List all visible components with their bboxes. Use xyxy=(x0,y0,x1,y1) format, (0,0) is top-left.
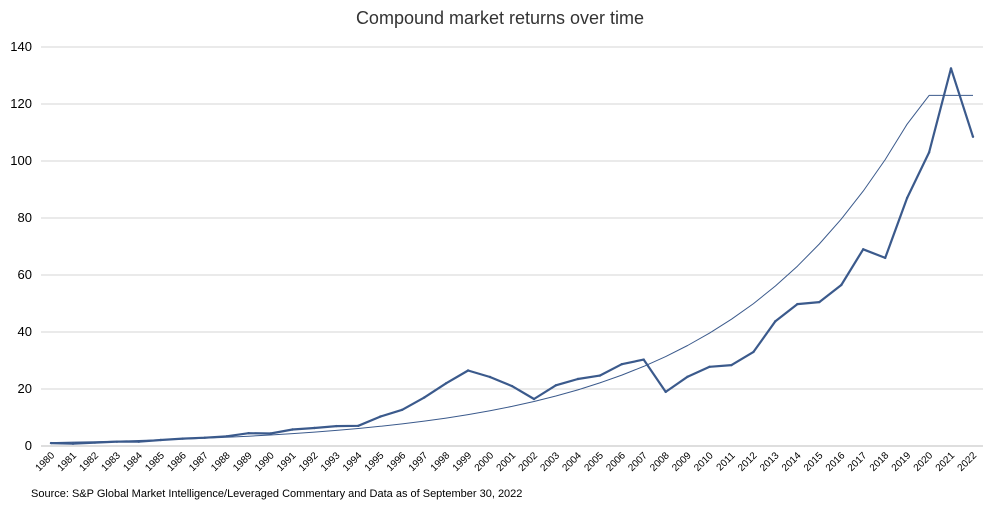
trend-line xyxy=(50,94,973,444)
y-tick-label: 20 xyxy=(18,381,32,396)
x-tick-label: 2021 xyxy=(934,450,958,474)
x-tick-label: 2012 xyxy=(736,450,760,474)
x-tick-label: 2006 xyxy=(604,450,628,474)
x-tick-label: 2008 xyxy=(648,450,672,474)
y-tick-label: 0 xyxy=(25,438,32,453)
y-tick-label: 140 xyxy=(10,39,32,54)
data-point xyxy=(335,424,338,428)
data-point xyxy=(905,196,909,200)
x-tick-label: 1993 xyxy=(319,450,343,474)
x-tick-label: 2005 xyxy=(582,450,606,474)
data-point xyxy=(576,377,580,381)
x-tick-label: 1998 xyxy=(429,450,453,474)
y-tick-label: 100 xyxy=(10,153,32,168)
x-tick-label: 1987 xyxy=(187,450,211,474)
x-tick-label: 2009 xyxy=(670,450,694,474)
data-point xyxy=(949,67,953,70)
x-tick-label: 2003 xyxy=(539,450,563,474)
data-point xyxy=(884,256,887,260)
data-point xyxy=(862,248,865,251)
x-tick-label: 1997 xyxy=(407,450,431,474)
x-tick-label: 1983 xyxy=(99,450,123,474)
x-tick-label: 1981 xyxy=(56,450,80,474)
x-tick-label: 2002 xyxy=(517,450,541,474)
data-point xyxy=(269,432,272,435)
x-tick-label: 2018 xyxy=(868,450,892,474)
data-point xyxy=(620,363,623,366)
x-tick-label: 1994 xyxy=(341,450,365,474)
data-point xyxy=(532,397,536,401)
data-point xyxy=(818,300,821,304)
data-point xyxy=(423,396,426,399)
x-tick-label: 2015 xyxy=(802,450,826,474)
x-tick-label: 2022 xyxy=(956,450,980,474)
x-tick-label: 2004 xyxy=(560,450,584,474)
x-tick-label: 1999 xyxy=(451,450,475,474)
series-lines xyxy=(49,67,975,445)
y-tick-label: 40 xyxy=(18,324,32,339)
x-tick-label: 2010 xyxy=(692,450,716,474)
series-line xyxy=(50,67,975,445)
data-point xyxy=(444,382,448,385)
data-point xyxy=(730,363,733,367)
data-point xyxy=(510,384,514,388)
data-point xyxy=(708,365,711,368)
chart-title: Compound market returns over time xyxy=(355,8,645,28)
data-point xyxy=(774,320,777,323)
data-point xyxy=(379,415,382,418)
x-tick-label: 1984 xyxy=(121,450,145,474)
data-point xyxy=(642,358,645,361)
x-tick-label: 2013 xyxy=(758,450,782,474)
data-point xyxy=(796,302,799,306)
y-tick-label: 80 xyxy=(18,210,32,225)
data-point xyxy=(357,424,360,427)
data-point xyxy=(686,375,689,378)
x-tick-label: 2016 xyxy=(824,450,848,474)
data-point xyxy=(466,369,470,372)
data-point xyxy=(554,384,558,387)
x-tick-label: 1990 xyxy=(253,450,277,474)
gridlines xyxy=(41,46,983,447)
x-tick-label: 2000 xyxy=(473,450,497,474)
x-tick-label: 1989 xyxy=(231,450,255,474)
x-axis-ticks: 1980198119821983198419851986198719881989… xyxy=(34,450,980,474)
data-point xyxy=(401,408,404,411)
x-tick-label: 1995 xyxy=(363,450,387,474)
data-point xyxy=(247,432,250,435)
x-tick-label: 1991 xyxy=(275,450,299,474)
x-tick-label: 1986 xyxy=(165,450,189,474)
x-tick-label: 2017 xyxy=(846,450,870,474)
x-tick-label: 2011 xyxy=(715,450,738,473)
x-tick-label: 1980 xyxy=(34,450,58,474)
y-tick-label: 60 xyxy=(18,267,32,282)
data-point xyxy=(313,426,316,430)
data-point xyxy=(488,375,492,379)
x-tick-label: 1992 xyxy=(297,450,321,474)
y-axis-ticks: 0 20 40 60 80 100 120 140 xyxy=(10,39,32,453)
data-point xyxy=(971,135,975,138)
data-point xyxy=(291,428,294,431)
data-point xyxy=(840,283,843,287)
data-point xyxy=(752,350,755,354)
x-tick-label: 2020 xyxy=(912,450,936,474)
data-point xyxy=(927,151,931,154)
x-tick-label: 2001 xyxy=(495,450,519,474)
x-tick-label: 2019 xyxy=(890,450,914,474)
data-point xyxy=(137,440,140,443)
x-tick-label: 1985 xyxy=(143,450,167,474)
y-tick-label: 120 xyxy=(10,96,32,111)
data-point xyxy=(664,390,667,394)
source-note: Source: S&P Global Market Intelligence/L… xyxy=(31,488,523,500)
x-tick-label: 2007 xyxy=(626,450,650,474)
x-tick-label: 1996 xyxy=(385,450,409,474)
x-tick-label: 1982 xyxy=(78,450,102,474)
data-point xyxy=(71,442,75,445)
data-point xyxy=(598,374,601,377)
x-tick-label: 2014 xyxy=(780,450,804,474)
x-tick-label: 1988 xyxy=(209,450,233,474)
